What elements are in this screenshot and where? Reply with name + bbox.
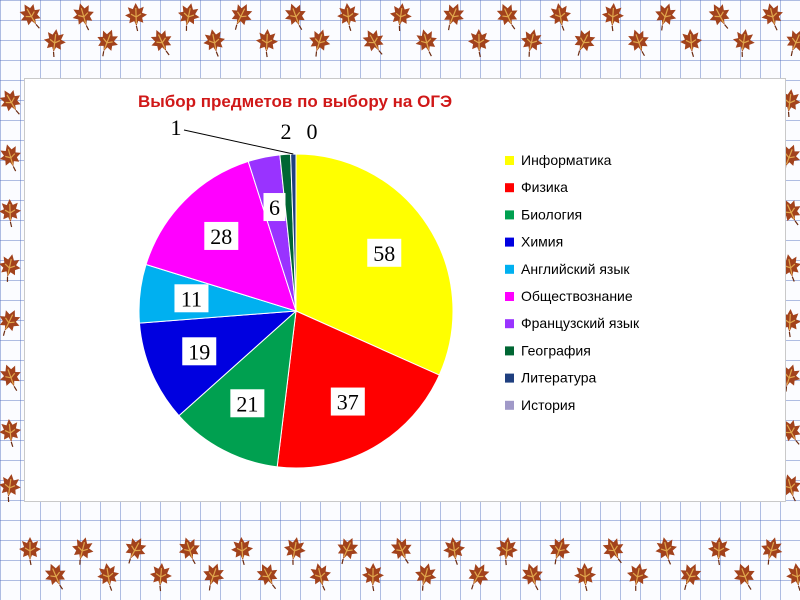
data-label-text: 58 [373, 241, 395, 266]
legend-swatch [505, 264, 514, 274]
chart-title: Выбор предметов по выбору на ОГЭ [138, 92, 452, 111]
data-label-физика: 37 [330, 387, 365, 416]
legend-label: Информатика [521, 152, 612, 168]
pie-chart: Выбор предметов по выбору на ОГЭ 5837211… [138, 92, 640, 469]
pie-slice-биология [178, 309, 297, 468]
data-label-box [174, 284, 209, 313]
data-label-text: 2 [281, 119, 292, 144]
data-label-информатика: 58 [367, 238, 402, 267]
legend-label: История [521, 397, 575, 413]
data-label-text: 0 [307, 119, 318, 144]
data-label-биология: 21 [230, 389, 265, 418]
legend-item-английский-язык: Английский язык [505, 261, 630, 277]
legend-label: Биология [521, 206, 582, 222]
data-label-text: 28 [210, 224, 232, 249]
legend-label: Обществознание [521, 288, 633, 304]
legend-item-информатика: Информатика [505, 152, 612, 168]
legend-item-химия: Химия [505, 234, 563, 250]
legend-item-биология: Биология [505, 206, 582, 222]
data-label-box [204, 221, 239, 250]
legend-swatch [505, 292, 514, 301]
chart-legend: Информатика Физика Биология Химия Английский… [505, 152, 640, 413]
legend-label: Литература [521, 370, 597, 386]
legend-item-французский-язык: Французский язык [505, 315, 640, 331]
data-label-литература: 1 [171, 115, 294, 155]
legend-swatch [505, 237, 514, 247]
data-label-box [330, 387, 365, 416]
data-label-box [230, 389, 265, 418]
legend-label: Химия [521, 234, 563, 250]
legend-item-география: География [505, 342, 591, 358]
legend-swatch [505, 156, 514, 165]
data-label-французский-язык: 6 [263, 193, 286, 222]
data-label-география: 2 [281, 119, 292, 144]
data-label-text: 11 [181, 286, 202, 311]
data-label-химия: 19 [182, 337, 217, 366]
legend-label: География [521, 342, 591, 358]
data-label-text: 19 [188, 339, 210, 364]
legend-swatch [505, 183, 514, 193]
legend-item-обществознание: Обществознание [505, 288, 633, 304]
data-label-обществознание: 28 [204, 221, 239, 250]
legend-item-литература: Литература [505, 370, 597, 386]
data-label-box [182, 337, 217, 366]
legend-swatch [505, 400, 514, 410]
data-label-английский-язык: 11 [174, 284, 209, 313]
legend-swatch [505, 210, 514, 220]
pie-slice-литература [290, 153, 297, 312]
legend-label: Французский язык [521, 315, 640, 331]
legend-swatch [505, 373, 514, 383]
data-label-text: 37 [337, 390, 359, 415]
legend-swatch [505, 346, 514, 356]
data-label-box [367, 238, 402, 267]
data-label-text: 1 [171, 115, 182, 140]
legend-label: Физика [521, 179, 568, 195]
legend-label: Английский язык [521, 261, 630, 277]
legend-item-физика: Физика [505, 179, 568, 195]
leader-line [183, 129, 294, 155]
pie-slice-химия [138, 310, 298, 417]
data-label-история: 0 [307, 119, 318, 144]
slide-panel: Выбор предметов по выбору на ОГЭ 58 37 21 1… [24, 78, 786, 502]
legend-item-история: История [505, 397, 575, 413]
data-label-box [263, 193, 286, 222]
data-label-text: 21 [236, 391, 258, 416]
data-label-text: 6 [269, 195, 280, 220]
legend-swatch [505, 319, 514, 329]
